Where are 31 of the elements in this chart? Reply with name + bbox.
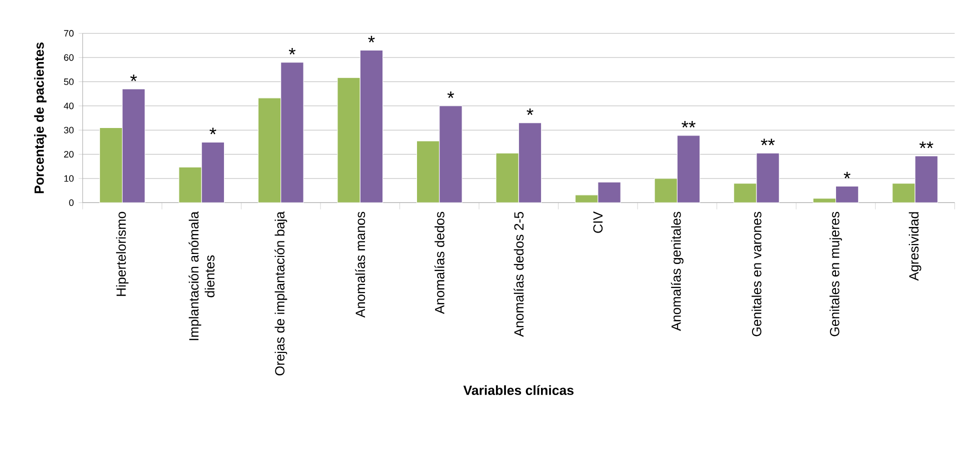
x-axis-title: Variables clínicas [463,385,574,396]
annotation: ** [760,138,775,146]
annotation: * [447,92,454,98]
x-tick-label: Anomalías genitales [670,212,684,331]
annotation: * [288,48,296,54]
annotation: ** [682,121,696,128]
x-tick-label: Anomalías manos [355,212,366,318]
y-tick-label: 70 [64,30,74,37]
x-tick-label: Genitales en mujeres [830,212,842,336]
y-tick-label: 0 [69,199,74,206]
y-tick-label: 30 [64,126,74,134]
y-tick-label: 20 [64,151,74,158]
annotation: * [210,128,216,134]
x-tick-label: Hipertelorismo [116,212,128,296]
y-tick-label: 40 [64,102,74,110]
x-tick-label: CIV [593,211,603,233]
x-tick-label: Genitales en varones [752,212,762,336]
x-tick-label: Agresividad [908,212,922,281]
y-axis-title: Porcentaje de pacientes [34,42,47,194]
annotation: * [368,36,375,42]
y-tick-label: 50 [64,78,74,86]
x-tick-label: Implantación anómala dientes [188,211,214,340]
annotation: ** [919,142,934,148]
x-tick-label: Orejas de implantación baja [274,211,288,376]
x-tick-label: Anomalías dedos [434,212,444,314]
annotation: * [130,74,137,82]
y-tick-label: 60 [64,54,74,61]
annotation: * [526,108,534,115]
x-tick-label: Anomalías dedos 2-5 [514,212,524,337]
annotation: * [844,172,850,178]
y-tick-label: 10 [64,175,74,182]
